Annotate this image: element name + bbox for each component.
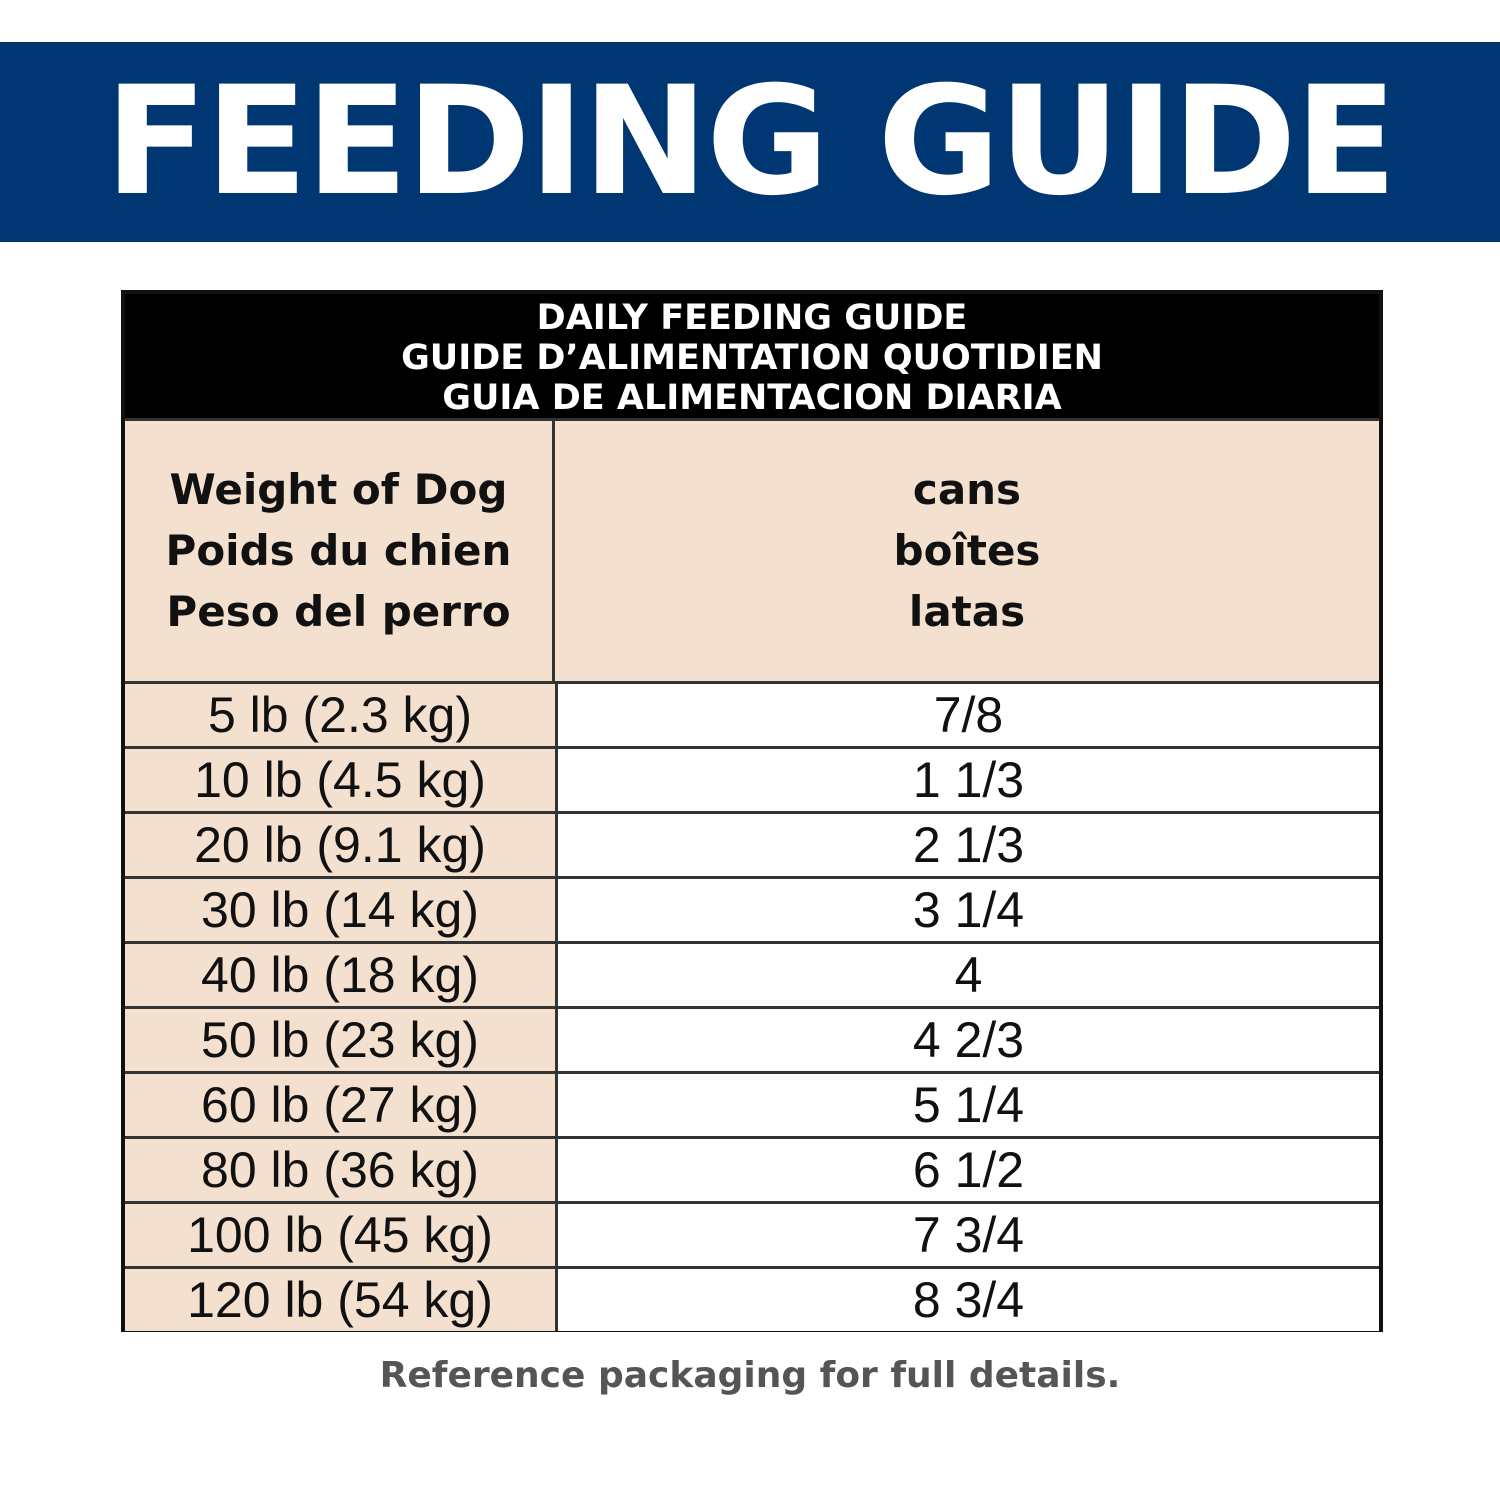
title-line: GUIA DE ALIMENTACION DIARIA — [442, 378, 1062, 418]
table-body: 5 lb (2.3 kg) 7/8 10 lb (4.5 kg) 1 1/3 20 lb… — [125, 681, 1379, 1331]
weight-cell: 120 lb (54 kg) — [125, 1269, 558, 1331]
data-row: 20 lb (9.1 kg) 2 1/3 — [125, 811, 1379, 876]
cans-cell: 6 1/2 — [558, 1139, 1379, 1201]
weight-cell: 80 lb (36 kg) — [125, 1139, 558, 1201]
data-row: 5 lb (2.3 kg) 7/8 — [125, 681, 1379, 746]
weight-cell: 50 lb (23 kg) — [125, 1009, 558, 1071]
header-line: boîtes — [893, 526, 1041, 575]
data-row: 50 lb (23 kg) 4 2/3 — [125, 1006, 1379, 1071]
data-row: 80 lb (36 kg) 6 1/2 — [125, 1136, 1379, 1201]
header-line: cans — [912, 465, 1022, 514]
cans-cell: 1 1/3 — [558, 749, 1379, 811]
weight-cell: 60 lb (27 kg) — [125, 1074, 558, 1136]
header-line: Peso del perro — [166, 587, 511, 636]
header-row: Weight of Dog Poids du chien Peso del perr… — [125, 418, 1379, 681]
weight-header: Weight of Dog Poids du chien Peso del perr… — [125, 421, 555, 681]
cans-cell: 7/8 — [558, 684, 1379, 746]
data-row: 30 lb (14 kg) 3 1/4 — [125, 876, 1379, 941]
header-line: Weight of Dog — [169, 465, 508, 514]
weight-cell: 100 lb (45 kg) — [125, 1204, 558, 1266]
cans-cell: 4 2/3 — [558, 1009, 1379, 1071]
cans-cell: 3 1/4 — [558, 879, 1379, 941]
title-line: GUIDE D’ALIMENTATION QUOTIDIEN — [401, 338, 1103, 378]
cans-cell: 2 1/3 — [558, 814, 1379, 876]
cans-cell: 8 3/4 — [558, 1269, 1379, 1331]
cans-cell: 7 3/4 — [558, 1204, 1379, 1266]
header-line: latas — [908, 587, 1026, 636]
weight-cell: 20 lb (9.1 kg) — [125, 814, 558, 876]
weight-cell: 5 lb (2.3 kg) — [125, 684, 558, 746]
weight-cell: 30 lb (14 kg) — [125, 879, 558, 941]
header-line: Poids du chien — [165, 526, 512, 575]
table-title: DAILY FEEDING GUIDE GUIDE D’ALIMENTATION … — [125, 294, 1379, 418]
feeding-table: DAILY FEEDING GUIDE GUIDE D’ALIMENTATION … — [121, 290, 1383, 1332]
title-line: DAILY FEEDING GUIDE — [536, 298, 968, 338]
data-row: 100 lb (45 kg) 7 3/4 — [125, 1201, 1379, 1266]
banner-title: FEEDING GUIDE — [0, 42, 1500, 242]
cans-header: cans boîtes latas — [555, 421, 1379, 681]
footnote: Reference packaging for full details. — [379, 1355, 1121, 1396]
data-row: 40 lb (18 kg) 4 — [125, 941, 1379, 1006]
weight-cell: 10 lb (4.5 kg) — [125, 749, 558, 811]
weight-cell: 40 lb (18 kg) — [125, 944, 558, 1006]
data-row: 60 lb (27 kg) 5 1/4 — [125, 1071, 1379, 1136]
cans-cell: 5 1/4 — [558, 1074, 1379, 1136]
data-row: 120 lb (54 kg) 8 3/4 — [125, 1266, 1379, 1331]
cans-cell: 4 — [558, 944, 1379, 1006]
data-row: 10 lb (4.5 kg) 1 1/3 — [125, 746, 1379, 811]
